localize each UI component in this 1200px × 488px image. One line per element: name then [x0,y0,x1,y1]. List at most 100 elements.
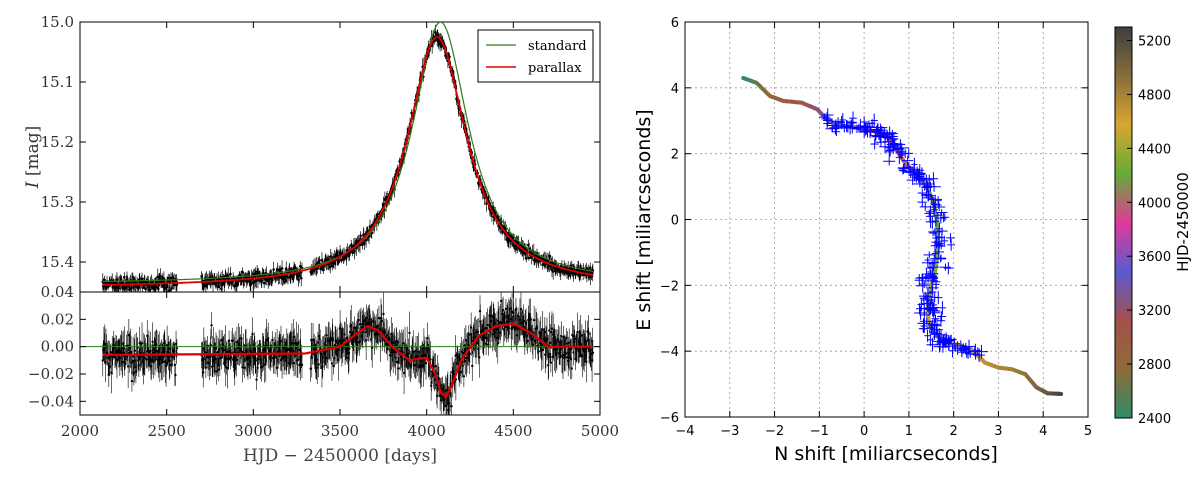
light-curve-point [368,225,372,228]
light-curve-point [543,264,547,268]
residuals-point [175,347,179,350]
light-curve-point [168,289,172,292]
astrometry-grid [684,21,1089,418]
light-curve-point [217,285,221,289]
light-curve-ytick-label: 15.2 [41,133,74,151]
residuals-point [214,346,218,350]
residuals-xtick-label: 3000 [234,422,272,440]
residuals-point [264,360,267,363]
residuals-point [227,339,231,342]
residuals-point [571,335,575,338]
residuals-point [591,340,594,343]
residuals-point [485,327,488,330]
residuals-point [205,355,209,359]
residuals-xtick-label: 2000 [61,422,99,440]
residuals-point [551,355,554,359]
residuals-point [316,341,320,344]
light-curve-point [527,256,531,260]
residuals-point [450,405,453,408]
residuals-panel: 0.04 0.02 0.00 −0.02 −0.04 2000 2500 3000 3500 4… [28,283,619,466]
residuals-point [145,358,148,361]
residuals-point [331,338,334,342]
residuals-point [137,364,141,367]
residuals-point [508,320,511,323]
residuals-point [130,379,134,383]
residuals-point [525,334,529,338]
light-curve-point [588,266,592,269]
light-curve-ytick-label: 15.4 [41,253,74,271]
residuals-point [555,352,558,355]
residuals-point [548,329,551,332]
residuals-point [204,366,208,370]
light-curve-point [353,249,356,253]
residuals-point [463,344,466,347]
residuals-point [389,354,392,357]
residuals-point [209,344,213,347]
residuals-point [541,348,545,352]
residuals-point [263,363,266,366]
residuals-point [133,349,137,352]
residuals-point [386,348,390,351]
residuals-point [499,299,503,303]
colorbar-tick-label: 3600 [1138,250,1171,265]
residuals-point [337,358,340,362]
legend-standard-label: standard [528,39,587,54]
residuals-point [292,336,295,339]
residuals-point [202,371,205,374]
colorbar-tick-label: 5200 [1138,34,1171,49]
light-curve-point [151,280,154,284]
residuals-point [267,337,270,340]
astrometry-ytick-label: −4 [660,345,679,360]
residuals-parallax-line [102,322,592,399]
light-curve-point [340,258,343,262]
astrometry-xtick-label: −3 [720,424,739,439]
light-curve-point [241,270,244,274]
residuals-point [364,330,367,334]
light-curve-point [222,283,226,286]
residuals-point [108,365,112,368]
light-curve-data [101,22,595,292]
residuals-point [565,336,568,340]
residuals-point [491,332,494,336]
residuals-point [501,309,505,312]
residuals-point [130,361,133,364]
colorbar-tick-label: 4400 [1138,142,1171,157]
light-curve-point [280,267,284,270]
residuals-ytick-label: 0.00 [41,338,74,356]
residuals-point [393,341,396,345]
light-curve-point [272,268,275,271]
light-curve-point [350,244,354,248]
colorbar-tick-label: 4800 [1138,88,1171,103]
residuals-point [101,359,104,362]
residuals-point [331,336,334,340]
residuals-point [469,326,473,329]
residuals-point [565,356,569,359]
residuals-point [140,342,144,345]
residuals-point [357,318,360,322]
residuals-point [478,309,482,313]
residuals-point [255,378,258,381]
residuals-point [143,356,147,360]
residuals-point [424,354,427,357]
residuals-point [254,356,257,360]
residuals-point [379,340,382,343]
residuals-point [123,347,126,350]
residuals-point [429,358,432,361]
astrometry-ylabel: E shift [miliarcseconds] [633,109,655,330]
residuals-point [549,341,552,345]
residuals-point [235,358,238,362]
residuals-point [568,341,571,344]
residuals-point [429,384,433,387]
astrometry-xtick-label: 4 [1039,424,1047,439]
residuals-point [332,364,335,368]
residuals-point [124,357,127,361]
light-curve-point [361,243,364,246]
light-curve-point [155,280,158,284]
residuals-point [464,359,467,363]
light-curve-point [362,233,365,237]
residuals-xtick-label: 5000 [581,422,619,440]
colorbar-gradient [1114,26,1133,419]
residuals-point [549,361,553,364]
light-curve-y-ticks: 15.0 15.1 15.2 15.3 15.4 [41,13,601,292]
